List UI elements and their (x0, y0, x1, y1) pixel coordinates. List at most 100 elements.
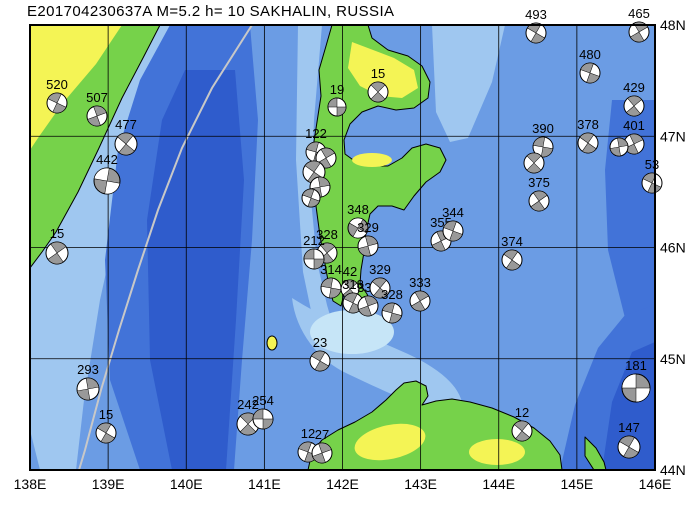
beachball-label: 520 (46, 77, 68, 92)
beachball-quadrants (348, 217, 368, 239)
beachball-label: 242 (237, 397, 259, 412)
lon-label: 138E (14, 476, 47, 492)
beachball-label: 329 (369, 262, 391, 277)
beachball: 480 (579, 47, 601, 84)
beachball-quadrants (303, 248, 325, 270)
lat-label: 48N (660, 17, 686, 33)
beachball-label: 15 (50, 226, 64, 241)
beachball-quadrants (76, 377, 100, 401)
beachball-quadrants (580, 62, 600, 84)
aniva-shallow (310, 310, 394, 354)
beachball: 429 (623, 80, 645, 117)
beachball: 378 (577, 117, 599, 154)
beachball-quadrants (503, 249, 521, 271)
beachball-label: 15 (99, 407, 113, 422)
beachball-label: 344 (442, 205, 464, 220)
beachball: 333 (409, 275, 431, 312)
beachball-quadrants (625, 95, 643, 117)
kunashir-island (584, 436, 607, 470)
beachball-label: 333 (409, 275, 431, 290)
beachball-label: 375 (528, 175, 550, 190)
beachball-label: 42 (343, 264, 357, 279)
lat-label: 47N (660, 128, 686, 144)
beachball-label: 378 (577, 117, 599, 132)
beachball: 27 (311, 427, 333, 464)
beachball: 19 (327, 82, 347, 117)
beachball-label: 19 (330, 82, 344, 97)
beachball-quadrants (513, 420, 531, 442)
beachball-quadrants (312, 442, 332, 464)
beachball-quadrants (629, 21, 649, 43)
beachball-quadrants (302, 188, 320, 208)
beachball-quadrants (579, 132, 597, 154)
beachball-quadrants (410, 290, 430, 312)
lat-label: 46N (660, 240, 686, 256)
beachball: 254 (252, 393, 274, 430)
tatar-strait-channel (147, 70, 244, 470)
beachball-quadrants (619, 435, 639, 459)
beachball-label: 15 (371, 66, 385, 81)
beachball-label: 212 (303, 233, 325, 248)
lon-label: 141E (248, 476, 281, 492)
beachball-label: 329 (357, 220, 379, 235)
beachball-quadrants (96, 422, 116, 444)
beachball: 344 (442, 205, 464, 242)
lon-label: 140E (170, 476, 203, 492)
beachball (609, 137, 629, 157)
beachball-quadrants (371, 277, 389, 299)
beachball: 23 (309, 335, 331, 372)
beachball-label: 328 (316, 227, 338, 242)
beachball: 181 (621, 358, 651, 403)
ne-sakhalin-shelf (432, 25, 505, 142)
beachball-quadrants (358, 235, 378, 257)
beachball-label: 348 (347, 202, 369, 217)
beachball-quadrants (530, 190, 548, 212)
beachball: 465 (628, 6, 650, 43)
beachball-label: 328 (381, 287, 403, 302)
focal-mechanisms: 5205074774421529315191512234832932821235… (45, 6, 663, 464)
beachball-quadrants (310, 350, 330, 372)
beachball: 15 (95, 407, 117, 444)
map-frame (29, 24, 656, 471)
beachball-quadrants (526, 152, 542, 174)
beachball-label: 23 (313, 335, 327, 350)
beachball: 374 (501, 234, 523, 271)
beachball-label: 465 (628, 6, 650, 21)
beachball-quadrants (47, 92, 67, 114)
figure-title: E201704230637A M=5.2 h= 10 SAKHALIN, RUS… (27, 3, 395, 20)
beachball-label: 12 (301, 426, 315, 441)
beachball: 442 (93, 152, 121, 195)
beachball: 147 (617, 420, 641, 459)
kuril-basin-deeper (602, 342, 655, 470)
beachball: 493 (525, 7, 547, 44)
beachball-label: 254 (252, 393, 274, 408)
beachball-label: 374 (501, 234, 523, 249)
beachball-label: 318 (342, 277, 364, 292)
beachball: 348 (347, 202, 369, 239)
beachball-label: 401 (623, 118, 645, 133)
beachball-label: 480 (579, 47, 601, 62)
beachball: 329 (369, 262, 391, 299)
beachball-quadrants (382, 302, 402, 324)
beachball-label: 442 (96, 152, 118, 167)
beachball: 477 (114, 117, 138, 156)
beachball-label: 27 (315, 427, 329, 442)
beachball: 390 (532, 121, 554, 158)
lon-label: 139E (92, 476, 125, 492)
lat-label: 45N (660, 351, 686, 367)
moneron-islet (266, 335, 278, 351)
beachball (301, 188, 321, 208)
beachball-quadrants (252, 408, 274, 430)
beachball-quadrants (327, 97, 347, 117)
beachball-quadrants (93, 167, 121, 195)
beachball (523, 152, 545, 174)
beachball: 520 (46, 77, 68, 114)
mainland-highlands (30, 25, 122, 150)
beachball: 507 (86, 90, 108, 127)
axis-labels: 138E 139E 140E 141E 142E 143E 144E 145E 146E 48N 4… (14, 17, 686, 492)
beachball: 12 (511, 405, 533, 442)
beachball-label: 429 (623, 80, 645, 95)
beachball: 15 (45, 226, 69, 265)
